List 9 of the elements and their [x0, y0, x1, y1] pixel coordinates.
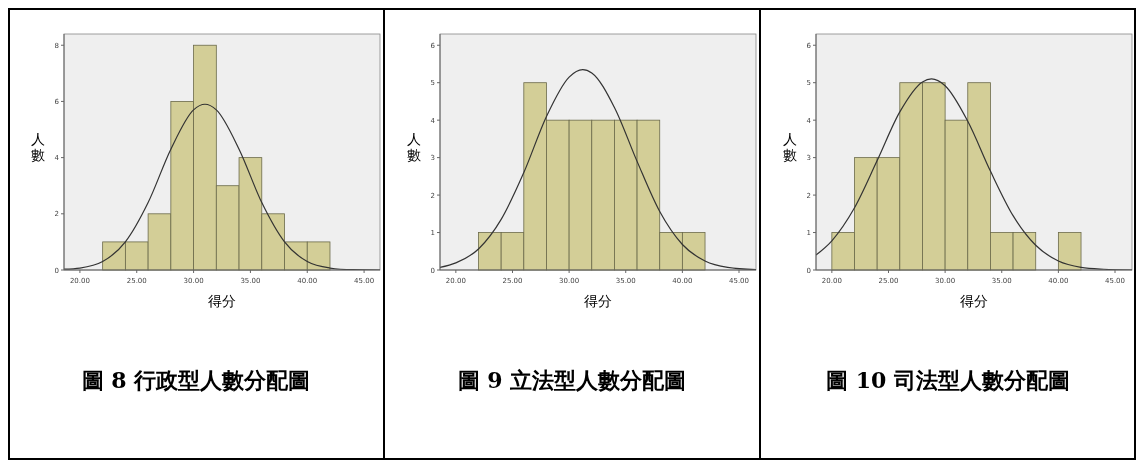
x-axis-title: 得分	[960, 293, 988, 309]
text: 圖 8 行政型人數分配圖	[81, 367, 311, 393]
y-axis-title: 人數	[407, 131, 421, 163]
y-axis-title: 人數	[783, 131, 797, 163]
x-axis-title: 得分	[208, 293, 236, 309]
x-axis-title: 得分	[584, 293, 612, 309]
y-axis-title: 人數	[31, 131, 45, 163]
text: 圖 10 司法型人數分配圖	[826, 367, 1070, 393]
text: 圖 9 立法型人數分配圖	[457, 367, 687, 393]
